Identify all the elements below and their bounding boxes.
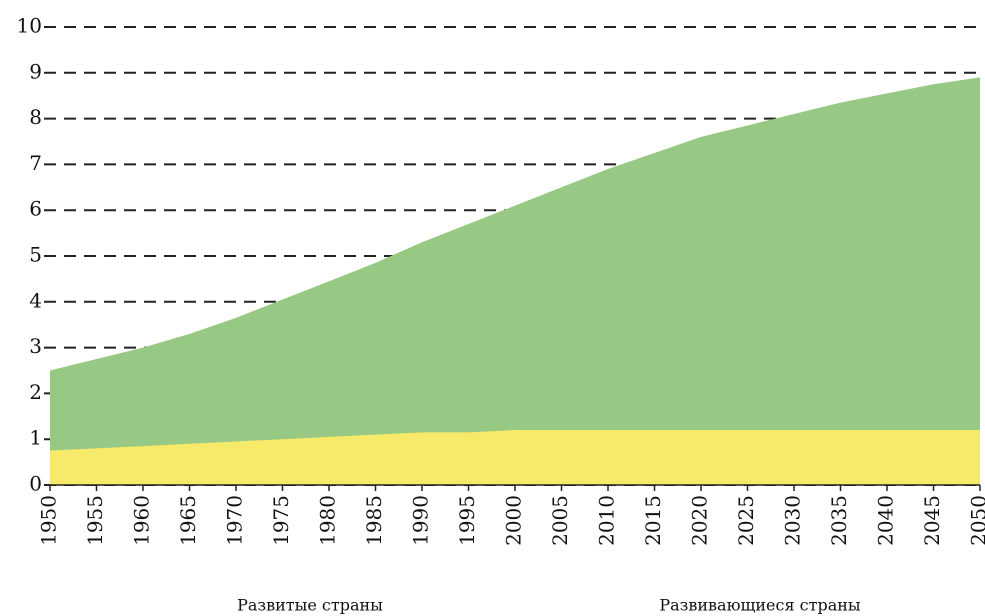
x-tick-label: 2000 xyxy=(502,495,526,546)
x-tick-label: 2010 xyxy=(595,495,619,546)
x-tick-label: 2050 xyxy=(967,495,985,546)
legend-label: Развивающиеся страны xyxy=(659,596,861,615)
x-tick-label: 2015 xyxy=(641,495,665,546)
y-tick-label: 10 xyxy=(17,14,42,38)
y-tick-label: 0 xyxy=(29,472,42,496)
y-tick-label: 8 xyxy=(29,105,42,129)
x-tick-label: 1990 xyxy=(409,495,433,546)
y-tick-label: 5 xyxy=(29,243,42,267)
x-tick-label: 2030 xyxy=(781,495,805,546)
x-tick-label: 2035 xyxy=(827,495,851,546)
x-tick-label: 2025 xyxy=(734,495,758,546)
y-tick-label: 7 xyxy=(29,151,42,175)
x-tick-label: 1960 xyxy=(130,495,154,546)
x-tick-label: 1950 xyxy=(37,495,61,546)
y-tick-label: 4 xyxy=(29,288,42,312)
x-tick-label: 2040 xyxy=(874,495,898,546)
x-tick-label: 1975 xyxy=(269,495,293,546)
y-tick-label: 3 xyxy=(29,334,42,358)
x-tick-label: 1995 xyxy=(455,495,479,546)
x-tick-label: 1965 xyxy=(176,495,200,546)
legend-label: Развитые страны xyxy=(237,596,383,615)
y-tick-label: 1 xyxy=(29,426,42,450)
x-tick-label: 2045 xyxy=(920,495,944,546)
x-tick-label: 1985 xyxy=(362,495,386,546)
x-tick-label: 2020 xyxy=(688,495,712,546)
x-tick-label: 2005 xyxy=(548,495,572,546)
area xyxy=(50,430,980,485)
y-tick-label: 9 xyxy=(29,59,42,83)
y-tick-label: 2 xyxy=(29,380,42,404)
area xyxy=(50,77,980,485)
y-tick-label: 6 xyxy=(29,197,42,221)
x-tick-label: 1955 xyxy=(83,495,107,546)
x-tick-label: 1980 xyxy=(316,495,340,546)
x-tick-label: 1970 xyxy=(223,495,247,546)
